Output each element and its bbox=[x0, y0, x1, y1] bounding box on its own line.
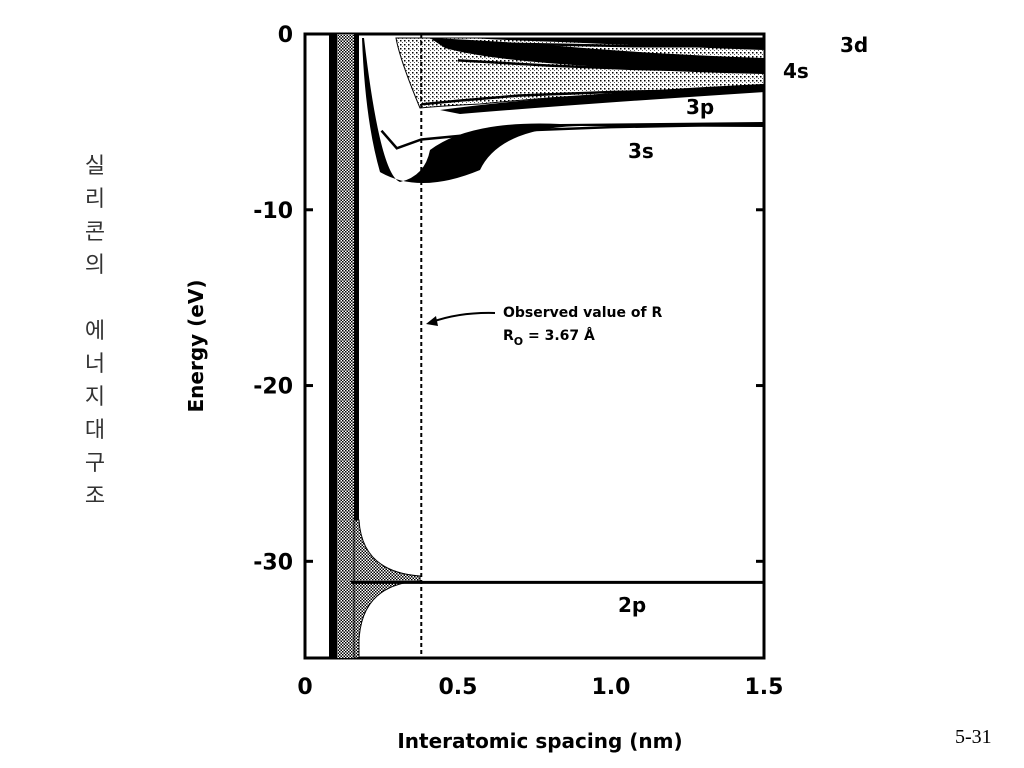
side-title-char: 대 bbox=[84, 418, 106, 443]
side-title-char: 지 bbox=[84, 385, 106, 410]
x-tick-label: 1.5 bbox=[745, 675, 784, 700]
annotation-line2: RO = 3.67 Å bbox=[503, 327, 595, 348]
side-title-char: 에 bbox=[84, 319, 106, 344]
y-tick-label: -20 bbox=[253, 375, 293, 400]
band-3s bbox=[362, 38, 764, 184]
tick-labels: 0 -10 -20 -30 0 0.5 1.0 1.5 bbox=[253, 23, 783, 700]
band-4s-3d bbox=[430, 38, 764, 74]
x-tick-label: 0.5 bbox=[439, 675, 478, 700]
x-tick-label: 1.0 bbox=[592, 675, 631, 700]
core-band-dark bbox=[329, 34, 337, 658]
label-3p: 3p bbox=[686, 95, 714, 119]
side-title-char: 의 bbox=[84, 253, 106, 278]
annotation-line1: Observed value of R bbox=[503, 305, 662, 321]
side-title-char: 구 bbox=[84, 451, 106, 476]
series-line-4s bbox=[457, 59, 764, 73]
x-axis-label: Interatomic spacing (nm) bbox=[397, 729, 682, 753]
axis-ticks bbox=[305, 32, 764, 563]
label-4s: 4s bbox=[783, 59, 809, 83]
annotation-arrow bbox=[431, 311, 496, 323]
y-tick-label: -10 bbox=[253, 199, 293, 224]
side-title-char: 조 bbox=[84, 484, 106, 509]
label-3s: 3s bbox=[628, 139, 654, 163]
band-2p-fan bbox=[353, 519, 421, 659]
x-tick-label: 0 bbox=[297, 675, 312, 700]
label-2p: 2p bbox=[618, 593, 646, 617]
y-tick-label: -30 bbox=[253, 550, 293, 575]
core-band-dotted bbox=[337, 34, 354, 658]
side-title-char: 너 bbox=[84, 352, 106, 377]
core-band-dark-right bbox=[354, 34, 359, 534]
page-number: 5-31 bbox=[955, 726, 992, 748]
side-title-char: 콘 bbox=[84, 220, 106, 245]
annotation-arrowhead bbox=[426, 316, 438, 326]
y-tick-label: 0 bbox=[278, 23, 293, 48]
label-3d: 3d bbox=[840, 33, 868, 57]
side-title-char: 실 bbox=[84, 154, 106, 179]
series-line-3p bbox=[421, 88, 764, 106]
y-axis-label: Energy (eV) bbox=[184, 280, 208, 413]
plot-frame bbox=[303, 32, 766, 660]
side-title-char: 리 bbox=[84, 187, 106, 212]
energy-levels bbox=[350, 41, 764, 584]
annotation: Observed value of R RO = 3.67 Å bbox=[426, 305, 662, 348]
series-line-3s bbox=[380, 124, 764, 150]
series-line-3d bbox=[457, 41, 764, 48]
